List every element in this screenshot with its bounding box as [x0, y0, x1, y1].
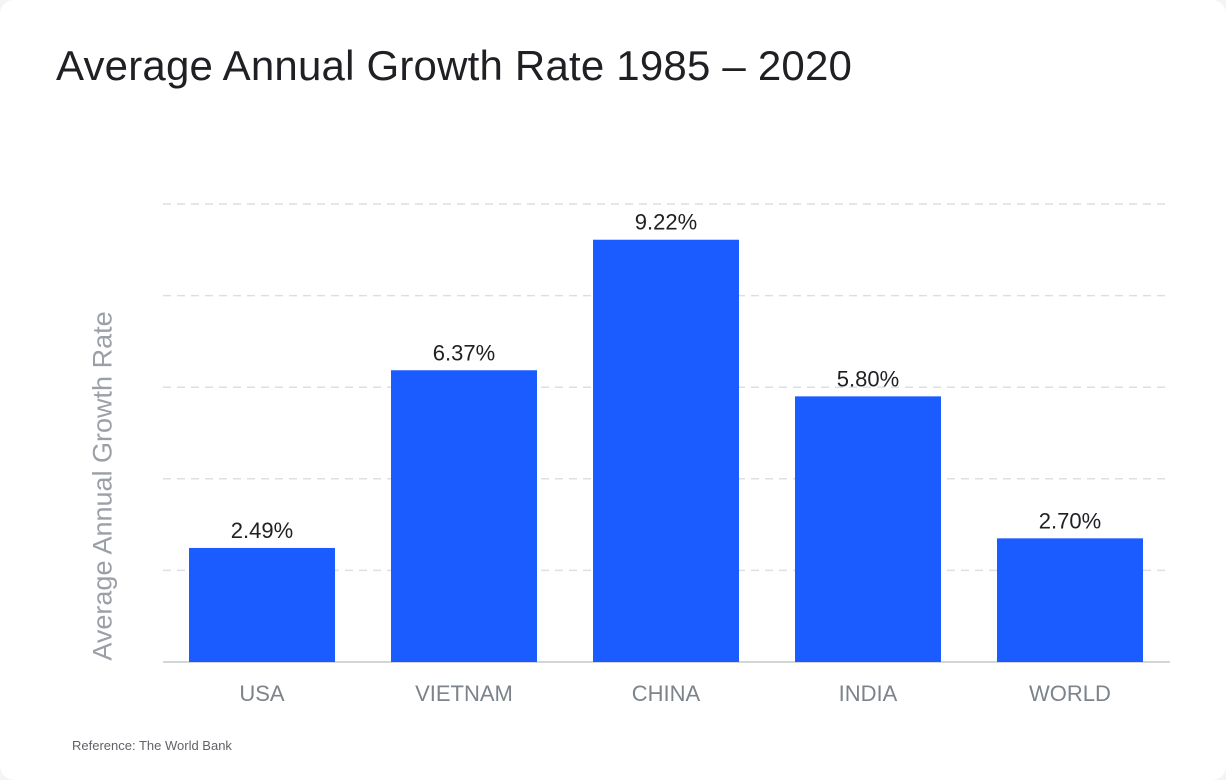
reference-note: Reference: The World Bank [72, 738, 232, 753]
chart-title: Average Annual Growth Rate 1985 – 2020 [56, 42, 853, 89]
data-label: 5.80% [837, 366, 899, 391]
data-label: 6.37% [433, 340, 495, 365]
bar-china [593, 239, 739, 662]
bar-world [997, 538, 1143, 662]
data-label: 2.70% [1039, 508, 1101, 533]
x-tick-label: WORLD [1029, 681, 1111, 706]
x-tick-label: VIETNAM [415, 681, 513, 706]
x-tick-label: USA [239, 681, 285, 706]
bar-india [795, 396, 941, 662]
bar-usa [189, 547, 335, 662]
x-tick-label: CHINA [632, 681, 701, 706]
y-axis-label: Average Annual Growth Rate [87, 311, 118, 661]
data-label: 9.22% [635, 210, 697, 235]
data-label: 2.49% [231, 518, 293, 543]
x-tick-label: INDIA [839, 681, 898, 706]
bar-vietnam [391, 370, 537, 662]
